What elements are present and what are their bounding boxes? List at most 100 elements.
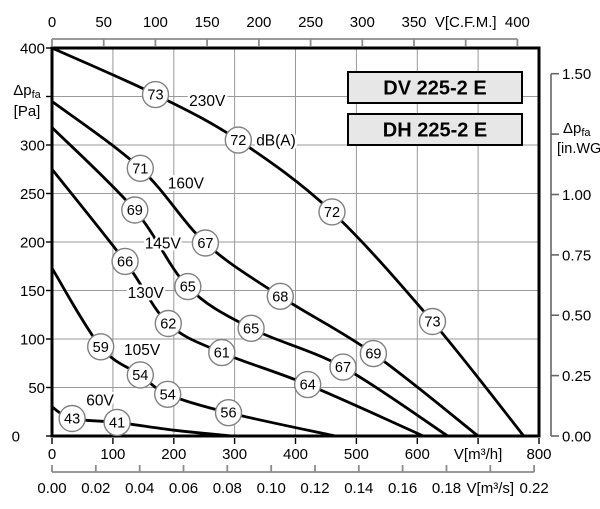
model-label: DH 225-2 E	[383, 120, 488, 142]
noise-badge: 68	[266, 282, 294, 310]
noise-db-value: 67	[197, 236, 213, 252]
noise-db-value: 62	[160, 317, 176, 333]
x-m3s-tick-label: V[m³/s]	[467, 480, 515, 497]
x-cfm-tick-label: 150	[195, 14, 220, 31]
noise-db-value: 73	[424, 315, 440, 331]
x-m3h-tick-label: V[m³/h]	[454, 446, 502, 463]
axis-outer-ticks	[46, 47, 540, 444]
noise-badge-circle	[126, 154, 155, 183]
voltage-label-105V: 105V	[124, 342, 161, 359]
y-pa-tick-label: 300	[20, 138, 45, 155]
noise-badge: 69	[121, 196, 149, 224]
x-cfm-tick-label: 200	[246, 14, 271, 31]
noise-badge: 73	[141, 80, 170, 109]
y-pa-tick-label: 250	[20, 186, 45, 203]
noise-db-value: 68	[272, 289, 288, 305]
noise-badge-circle	[359, 339, 388, 368]
y-inwg-tick-label: 1.00	[562, 187, 591, 204]
m3s-axis	[51, 465, 535, 473]
noise-badge: 67	[191, 229, 220, 257]
cfm-axis	[51, 38, 519, 46]
noise-db-value: 73	[147, 88, 163, 104]
noise-db-value: 54	[160, 387, 176, 403]
y-right-axis-unit: [in.WG]	[557, 141, 600, 157]
noise-db-value: 56	[220, 406, 236, 422]
noise-badge: 69	[359, 339, 388, 368]
x-m3s-tick-label: 0.18	[432, 480, 461, 497]
noise-badge: 56	[214, 399, 243, 427]
noise-badge-circle	[141, 80, 170, 109]
noise-badge: 67	[329, 353, 357, 381]
x-m3h-tick-label: 400	[283, 446, 308, 463]
gridlines	[52, 48, 539, 436]
noise-badge-circle	[103, 408, 131, 437]
inwg-axis	[550, 72, 559, 437]
x-cfm-tick-label: 100	[143, 14, 168, 31]
noise-badge-circle	[224, 126, 253, 154]
noise-badge: 73	[418, 307, 447, 336]
x-cfm-tick-label: 50	[95, 14, 112, 31]
x-m3s-tick-label: 0.22	[519, 480, 548, 497]
noise-db-value: 72	[230, 133, 246, 149]
x-cfm-tick-label: V[C.F.M.]	[435, 14, 497, 31]
noise-db-value: 54	[132, 368, 148, 384]
y-right-axis-title: Δpfa	[563, 120, 591, 139]
noise-db-value: 72	[324, 205, 340, 221]
noise-db-value: 41	[109, 415, 125, 431]
noise-badge: 54	[126, 361, 155, 389]
x-m3h-tick-label: 600	[405, 446, 430, 463]
noise-badge-circle	[294, 370, 322, 399]
model-label: DV 225-2 E	[383, 78, 486, 100]
x-m3s-tick-label: 0.12	[300, 480, 329, 497]
noise-badge: 41	[103, 408, 131, 437]
noise-badge: 62	[154, 309, 183, 338]
x-cfm-tick-label: 350	[401, 14, 426, 31]
y-left-axis-unit: [Pa]	[14, 103, 41, 120]
noise-badge-circle	[153, 380, 182, 408]
noise-badge-circle	[318, 198, 346, 226]
x-m3h-tick-label: 500	[344, 446, 369, 463]
model-box-frame	[347, 113, 523, 146]
noise-badge: 65	[174, 272, 202, 301]
noise-db-value: 71	[132, 161, 148, 177]
noise-badge-circle	[154, 309, 183, 338]
voltage-label-130V: 130V	[128, 285, 165, 302]
noise-db-value: 43	[64, 412, 80, 428]
noise-badge-circle	[174, 272, 202, 301]
x-m3s-tick-label: 0.04	[125, 480, 154, 497]
noise-badge: 72	[224, 126, 253, 154]
x-m3s-tick-label: 0.16	[388, 480, 417, 497]
curve-105V	[50, 267, 336, 438]
noise-badge-circle	[208, 338, 236, 367]
model-box-frame	[347, 71, 523, 104]
noise-badge: 65	[237, 314, 265, 342]
noise-badge-circle	[58, 404, 86, 433]
x-cfm-tick-label: 250	[298, 14, 323, 31]
x-m3h-tick-label: 100	[100, 446, 125, 463]
noise-badge: 43	[58, 404, 86, 433]
x-m3h-tick-label: 300	[222, 446, 247, 463]
noise-badge-circle	[214, 399, 243, 427]
noise-badge-circle	[191, 229, 220, 257]
voltage-label-145V: 145V	[145, 236, 182, 253]
noise-badge: 71	[126, 154, 155, 183]
noise-badge: 59	[86, 333, 115, 361]
noise-db-value: 65	[243, 321, 259, 337]
x-cfm-tick-label: 300	[350, 14, 375, 31]
y-pa-tick-label: 0	[12, 429, 20, 446]
noise-badge-circle	[86, 333, 115, 361]
y-inwg-tick-label: 0.50	[562, 308, 591, 325]
y-inwg-tick-label: 1.50	[562, 66, 591, 83]
noise-badge-circle	[121, 196, 149, 224]
model-box-dh: DH 225-2 E	[347, 113, 523, 146]
noise-db-value: 64	[300, 378, 316, 394]
voltage-label-230V: 230V	[189, 93, 226, 110]
noise-unit-label: dB(A)	[256, 133, 296, 150]
x-m3s-tick-label: 0.08	[213, 480, 242, 497]
noise-badge-circle	[418, 307, 447, 336]
noise-db-value: 69	[365, 347, 381, 363]
x-m3h-tick-label: 0	[48, 446, 56, 463]
noise-badge-circle	[329, 353, 357, 381]
noise-badge: 54	[153, 380, 182, 408]
